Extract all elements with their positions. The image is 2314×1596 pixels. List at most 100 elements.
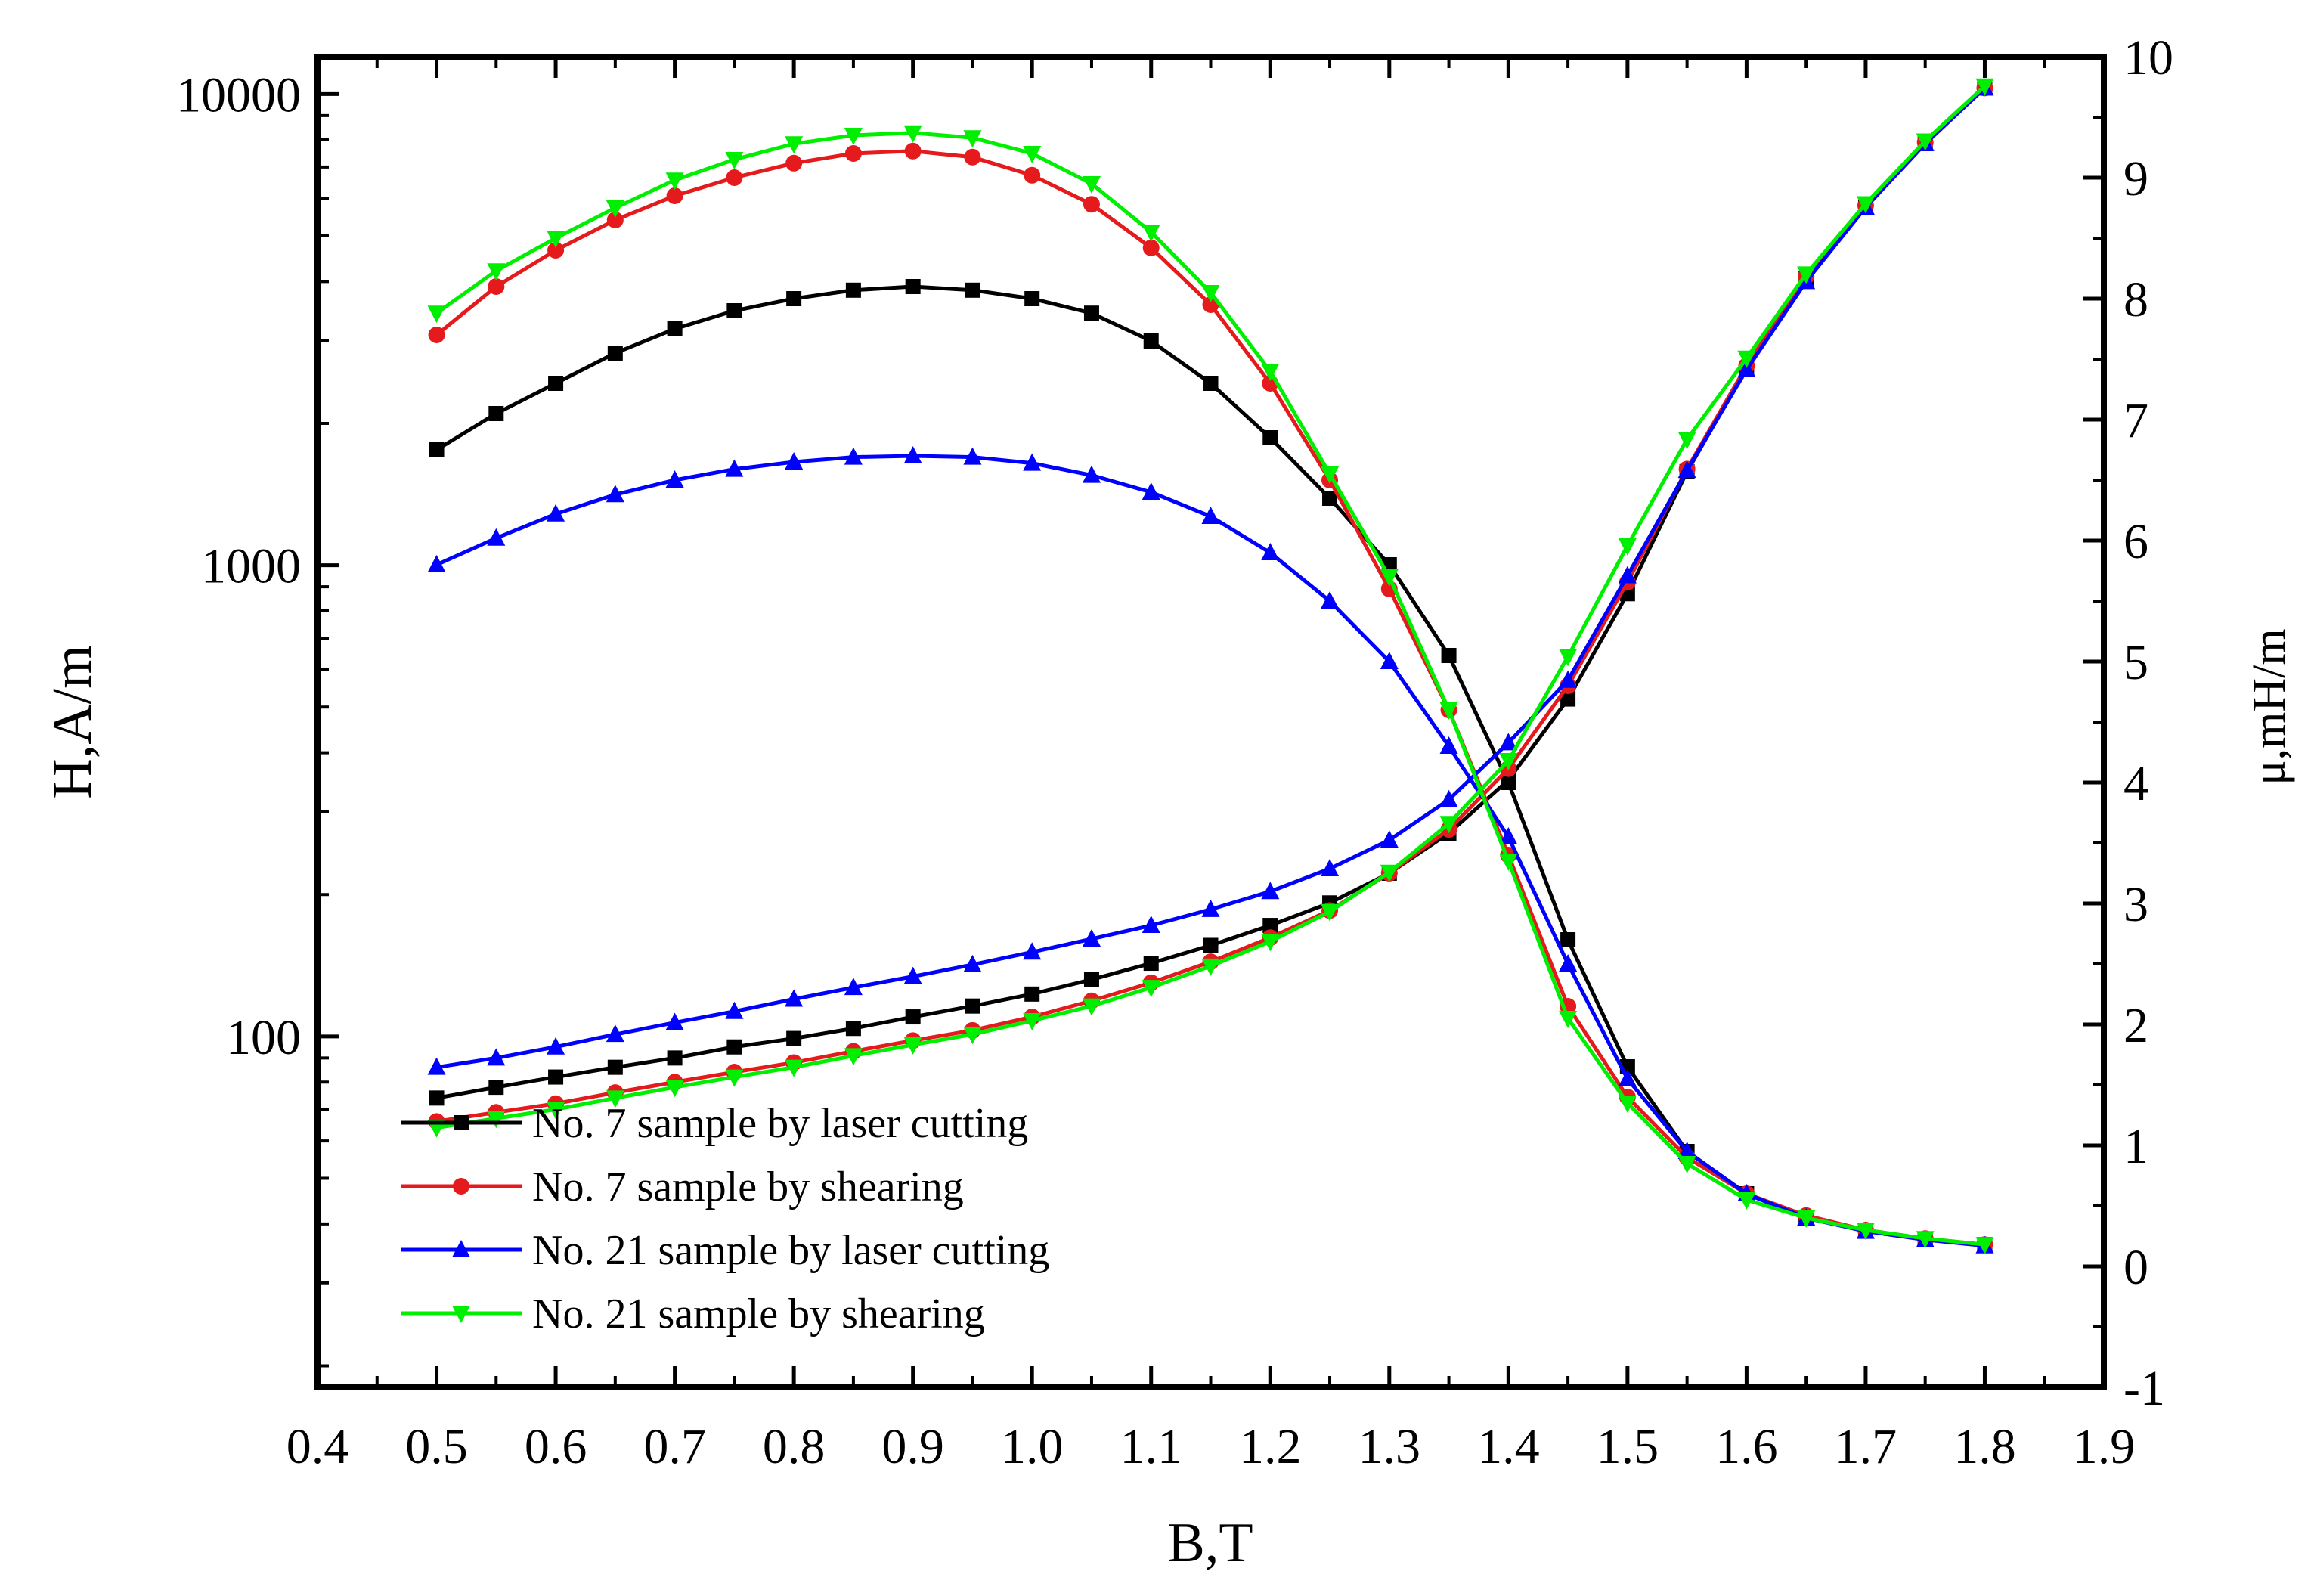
data-point-H (1560, 691, 1576, 707)
data-point-mu (1380, 652, 1399, 669)
data-point-H (1856, 196, 1875, 214)
data-point-mu (606, 200, 624, 218)
y-left-tick-label: 1000 (201, 539, 301, 594)
data-point-H (1321, 903, 1340, 922)
data-point-H (785, 989, 804, 1007)
legend-label: No. 21 sample by laser cutting (532, 1227, 1049, 1274)
data-point-H (1499, 733, 1518, 751)
data-point-H (1499, 752, 1518, 770)
data-point-mu (1203, 376, 1219, 391)
data-point-mu (785, 154, 803, 172)
data-point-H (427, 1057, 446, 1075)
data-point-H (547, 1102, 565, 1120)
data-point-mu (429, 442, 445, 457)
data-point-H (665, 1080, 684, 1098)
data-point-mu (1322, 491, 1338, 506)
data-point-mu (606, 485, 624, 503)
data-point-mu (1856, 1223, 1875, 1240)
data-point-H (1082, 928, 1101, 947)
data-point-mu (488, 278, 505, 295)
data-point-H (1677, 432, 1696, 450)
data-point-mu (1559, 1011, 1578, 1028)
x-tick-label: 1.4 (1477, 1419, 1540, 1474)
legend: No. 7 sample by laser cutting No. 7 sampl… (401, 1100, 1049, 1337)
data-point-H (1618, 538, 1637, 556)
data-point-mu (665, 172, 684, 191)
x-tick-label: 1.0 (1001, 1419, 1064, 1474)
data-point-H (845, 1021, 861, 1037)
data-point-mu (1618, 1069, 1637, 1086)
data-point-mu (725, 459, 744, 477)
data-point-mu (1618, 1096, 1637, 1113)
x-tick-label: 0.5 (405, 1419, 468, 1474)
data-point-mu (785, 452, 804, 470)
data-point-mu (904, 142, 922, 160)
data-point-mu (1142, 225, 1160, 242)
data-point-mu (1975, 1237, 1994, 1255)
x-tick-label: 0.4 (287, 1419, 349, 1474)
series-2 (428, 79, 1993, 1254)
data-point-mu (548, 376, 564, 391)
data-point-mu (786, 291, 802, 306)
data-point-mu (1380, 569, 1399, 587)
data-point-H (1261, 882, 1280, 900)
data-point-H (1380, 864, 1399, 882)
y-right-tick-label: 0 (2123, 1240, 2148, 1295)
data-point-mu (844, 128, 863, 145)
data-point-H (1142, 916, 1160, 934)
data-point-H (1261, 934, 1280, 952)
y-right-tick-label: 2 (2123, 998, 2148, 1053)
data-point-H (606, 1024, 624, 1043)
data-point-H (1677, 460, 1696, 479)
series-1 (429, 80, 1993, 1253)
y-left-tick-label: 10000 (176, 67, 301, 122)
data-point-mu (905, 279, 921, 294)
data-point-H (1023, 942, 1042, 960)
x-tick-label: 1.6 (1715, 1419, 1778, 1474)
data-point-mu (1499, 854, 1518, 871)
data-point-mu (1441, 648, 1457, 663)
data-point-H (429, 1090, 445, 1106)
data-point-mu (1677, 1142, 1696, 1159)
data-point-H (1142, 980, 1160, 998)
data-point-mu (1261, 364, 1280, 381)
data-point-mu (1082, 176, 1101, 194)
y-right-tick-label: 10 (2123, 30, 2173, 85)
data-point-H (487, 1111, 506, 1129)
data-point-mu (1024, 291, 1040, 306)
data-point-mu (726, 303, 742, 318)
data-point-H (548, 1069, 564, 1085)
data-point-mu (667, 321, 683, 336)
data-point-mu (725, 152, 744, 169)
data-point-mu (726, 169, 743, 186)
x-tick-label: 1.9 (2073, 1419, 2136, 1474)
data-point-H (844, 1048, 863, 1066)
x-tick-label: 0.6 (525, 1419, 587, 1474)
y-right-tick-label: 4 (2123, 756, 2148, 811)
data-point-H (965, 998, 980, 1014)
legend-label: No. 21 sample by shearing (532, 1291, 985, 1337)
data-point-mu (547, 504, 565, 522)
data-point-H (1201, 958, 1220, 976)
data-point-mu (428, 327, 445, 343)
data-point-mu (1677, 1156, 1696, 1173)
data-point-H (1143, 956, 1159, 972)
data-point-mu (1559, 954, 1578, 972)
series-4 (427, 78, 1994, 1255)
x-tick-label: 0.7 (643, 1419, 706, 1474)
data-point-H (725, 1069, 744, 1087)
data-point-mu (1082, 465, 1101, 483)
data-point-mu (487, 528, 506, 546)
legend-item: No. 21 sample by laser cutting (401, 1227, 1049, 1274)
data-point-H (1975, 78, 1994, 96)
data-point-H (487, 1048, 506, 1066)
data-point-mu (1439, 702, 1458, 720)
data-point-mu (1499, 827, 1518, 844)
data-point-mu (1560, 932, 1576, 947)
data-point-H (786, 1030, 802, 1046)
x-tick-label: 1.3 (1358, 1419, 1421, 1474)
data-point-mu (845, 282, 861, 298)
legend-swatch-marker (452, 1306, 470, 1323)
data-point-H (1082, 998, 1101, 1016)
